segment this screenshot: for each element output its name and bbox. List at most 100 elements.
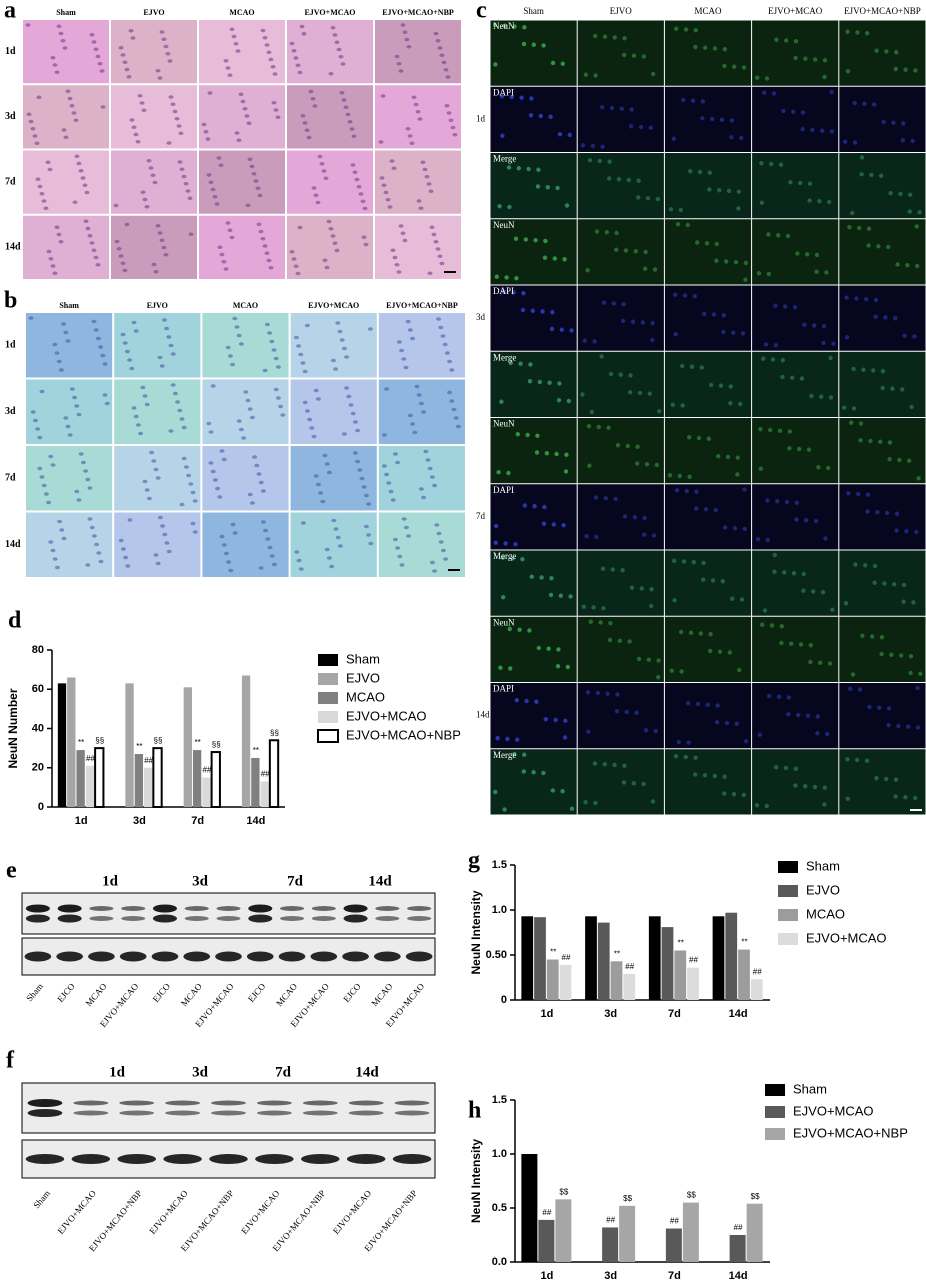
fluorescence-image: [490, 351, 577, 417]
cell: [58, 368, 64, 372]
nucleus: [742, 526, 747, 532]
fluorescence-image: [839, 219, 926, 285]
nucleus: [509, 94, 514, 100]
band: [256, 1110, 292, 1116]
significance-mark: ##: [144, 756, 153, 765]
row-label: 7d: [5, 176, 16, 187]
bar: [597, 922, 610, 1000]
nucleus: [725, 454, 731, 460]
cell: [76, 412, 82, 417]
fluorescence-image: [490, 550, 577, 616]
nucleus: [777, 428, 783, 433]
bar: [559, 964, 572, 1000]
timepoint-header: 14d: [355, 1064, 379, 1080]
cell: [172, 109, 178, 114]
cell: [120, 261, 126, 266]
fluorescence-image: [839, 20, 926, 86]
band: [407, 916, 432, 921]
nucleus: [643, 728, 649, 733]
row-label: 1d: [5, 340, 16, 351]
nucleus: [560, 789, 565, 794]
cell: [140, 190, 146, 195]
legend-swatch: [318, 673, 338, 685]
nucleus: [914, 529, 919, 535]
cell: [133, 329, 139, 333]
nucleus: [673, 754, 679, 759]
cell: [267, 331, 273, 335]
nucleus: [681, 97, 686, 103]
nucleus: [516, 166, 521, 171]
nucleus: [822, 58, 828, 63]
nucleus: [703, 507, 709, 512]
nucleus: [609, 105, 615, 111]
cell: [229, 27, 235, 32]
nucleus: [528, 113, 534, 118]
nucleus: [614, 709, 620, 714]
cell: [192, 499, 198, 503]
bar: [546, 959, 559, 1000]
micrograph: [202, 512, 289, 577]
nucleus: [733, 260, 739, 265]
nucleus: [873, 297, 879, 303]
band: [256, 1100, 292, 1106]
nucleus: [894, 528, 899, 533]
cell: [69, 387, 75, 391]
cell: [426, 182, 432, 186]
legend-swatch: [318, 711, 338, 723]
cell: [212, 478, 218, 482]
cell: [46, 500, 52, 505]
micrograph: [287, 150, 373, 214]
band: [119, 1110, 155, 1116]
nucleus: [821, 340, 826, 346]
cell: [313, 388, 319, 393]
cell: [406, 44, 412, 49]
nucleus: [544, 451, 549, 456]
cell: [124, 67, 130, 72]
nucleus: [605, 691, 610, 696]
cell: [352, 170, 358, 175]
nucleus: [814, 269, 819, 274]
nucleus: [845, 796, 850, 801]
cell: [63, 416, 69, 420]
nucleus: [551, 522, 556, 527]
nucleus: [710, 116, 715, 122]
cell: [71, 111, 77, 115]
nucleus: [789, 641, 794, 646]
nucleus: [520, 557, 525, 562]
band: [165, 1110, 201, 1116]
nucleus: [515, 432, 520, 437]
legend-swatch: [778, 885, 798, 897]
bar: [192, 750, 202, 807]
nucleus: [901, 582, 907, 588]
nucleus: [636, 195, 641, 200]
cell: [229, 235, 235, 240]
bar: [746, 1203, 763, 1262]
fluorescence-image: [664, 550, 752, 616]
nucleus: [629, 585, 635, 590]
nucleus: [857, 225, 862, 231]
cell: [269, 339, 275, 344]
cell: [83, 219, 89, 224]
bar: [251, 757, 260, 807]
cell: [131, 406, 137, 410]
cell: [425, 458, 431, 462]
cell: [311, 434, 317, 439]
cell: [306, 135, 312, 140]
lane-label: EJVO+MCAO+NBP: [87, 1188, 144, 1253]
stain-label: NeuN: [493, 617, 515, 627]
cell: [387, 205, 393, 209]
nucleus: [686, 701, 691, 706]
nucleus: [677, 473, 682, 479]
nucleus: [909, 404, 914, 410]
y-tick-label: 20: [32, 762, 44, 774]
nucleus: [898, 191, 903, 197]
nucleus: [691, 560, 696, 565]
row-label: 7d: [5, 473, 16, 484]
nucleus: [757, 732, 762, 737]
cell: [339, 90, 345, 95]
nucleus: [622, 763, 627, 768]
cell: [102, 393, 108, 397]
cell: [179, 417, 185, 421]
nucleus: [603, 496, 608, 501]
nucleus: [695, 701, 701, 707]
